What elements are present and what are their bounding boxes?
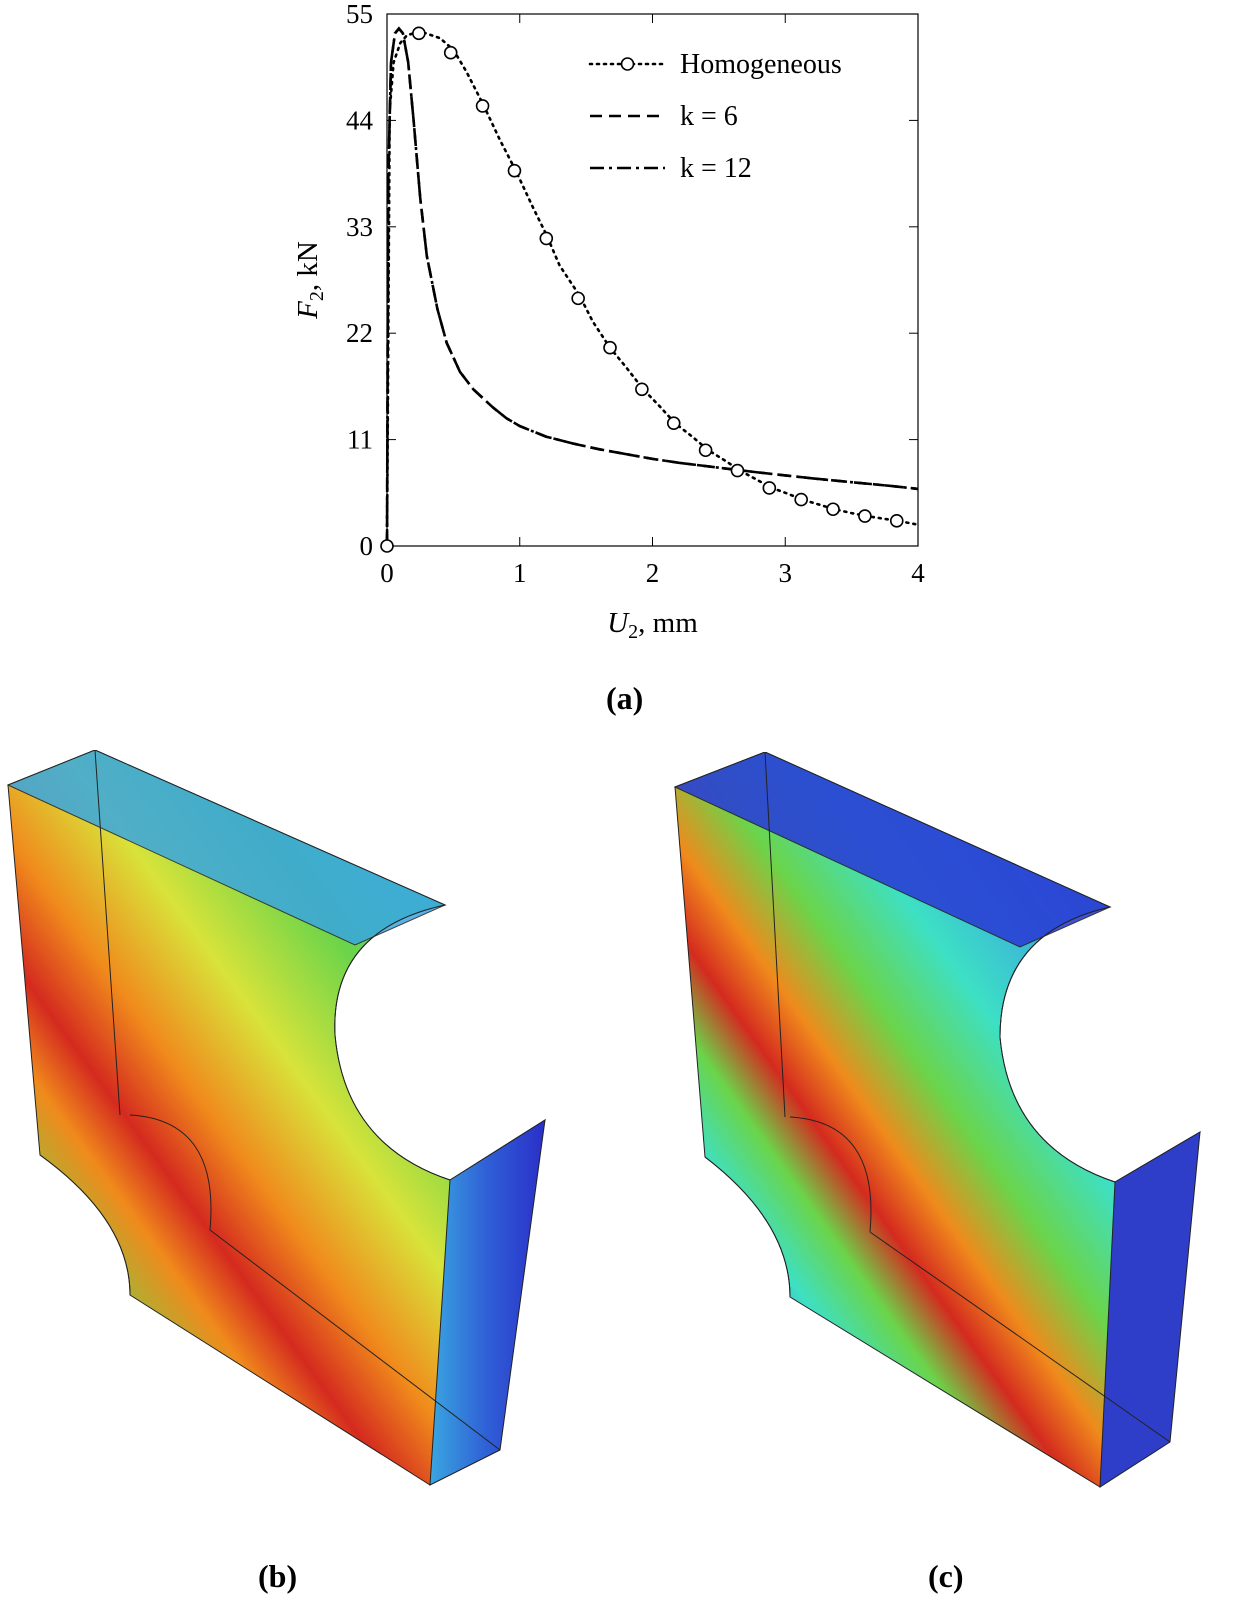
x-tick-label: 0 xyxy=(380,558,394,588)
panel-label-c: (c) xyxy=(928,1558,964,1594)
homogeneous-marker xyxy=(826,502,840,517)
y-tick-label: 11 xyxy=(347,425,373,455)
legend-entry-2: k = 12 xyxy=(680,153,752,184)
homogeneous-marker xyxy=(507,163,522,178)
x-tick-label: 4 xyxy=(911,558,925,588)
fem-c-inner-arc xyxy=(789,1116,872,1233)
homogeneous-marker xyxy=(889,514,904,528)
x-tick-label: 1 xyxy=(513,558,527,588)
series-line-1 xyxy=(385,26,919,547)
homogeneous-marker xyxy=(539,231,554,246)
y-axis-label: F2, kN xyxy=(292,241,328,320)
fem-c-side-face xyxy=(1099,1131,1201,1488)
panel-label-b: (b) xyxy=(258,1558,298,1594)
homogeneous-marker xyxy=(666,416,681,430)
fem-b-hole-top xyxy=(334,904,451,1181)
y-tick-label: 55 xyxy=(346,0,373,29)
fem-b-inner-arc xyxy=(129,1114,212,1231)
homogeneous-marker xyxy=(762,481,777,495)
panel-label-a: (a) xyxy=(606,680,644,716)
x-tick-label: 3 xyxy=(779,558,793,588)
x-tick-label: 2 xyxy=(646,558,660,588)
y-tick-label: 33 xyxy=(346,212,373,242)
y-tick-label: 44 xyxy=(346,105,374,135)
y-tick-label: 0 xyxy=(360,531,374,561)
force-displacement-chart: 0 1 2 3 4 0 11 22 33 44 55 U2, mm F2, kN Homogeneous k… xyxy=(292,0,925,643)
legend-marker xyxy=(620,57,635,71)
homogeneous-marker xyxy=(858,509,872,523)
homogeneous-marker xyxy=(635,382,649,397)
fem-contour-plot-homogeneous xyxy=(6,750,546,1486)
legend-entry-1: k = 6 xyxy=(680,101,738,132)
homogeneous-marker xyxy=(412,26,426,41)
x-axis-label: U2, mm xyxy=(607,607,698,643)
homogeneous-marker xyxy=(603,340,617,355)
legend-entry-0: Homogeneous xyxy=(680,49,842,80)
fem-b-hole-bottom xyxy=(39,1154,131,1296)
plot-frame xyxy=(386,13,919,547)
fem-c-hole-top xyxy=(999,906,1116,1183)
homogeneous-marker xyxy=(571,291,585,306)
y-tick-label: 22 xyxy=(346,318,373,348)
fem-contour-plot-graded xyxy=(673,752,1201,1488)
series-line-2 xyxy=(385,26,919,547)
homogeneous-marker xyxy=(730,463,745,478)
homogeneous-marker xyxy=(698,443,713,458)
series-line-0 xyxy=(385,30,920,548)
homogeneous-marker xyxy=(380,539,394,553)
homogeneous-marker xyxy=(794,492,808,507)
fem-c-hole-bottom xyxy=(704,1156,791,1298)
fem-b-side-face xyxy=(429,1119,546,1486)
homogeneous-marker xyxy=(475,99,490,113)
homogeneous-marker xyxy=(443,45,458,60)
